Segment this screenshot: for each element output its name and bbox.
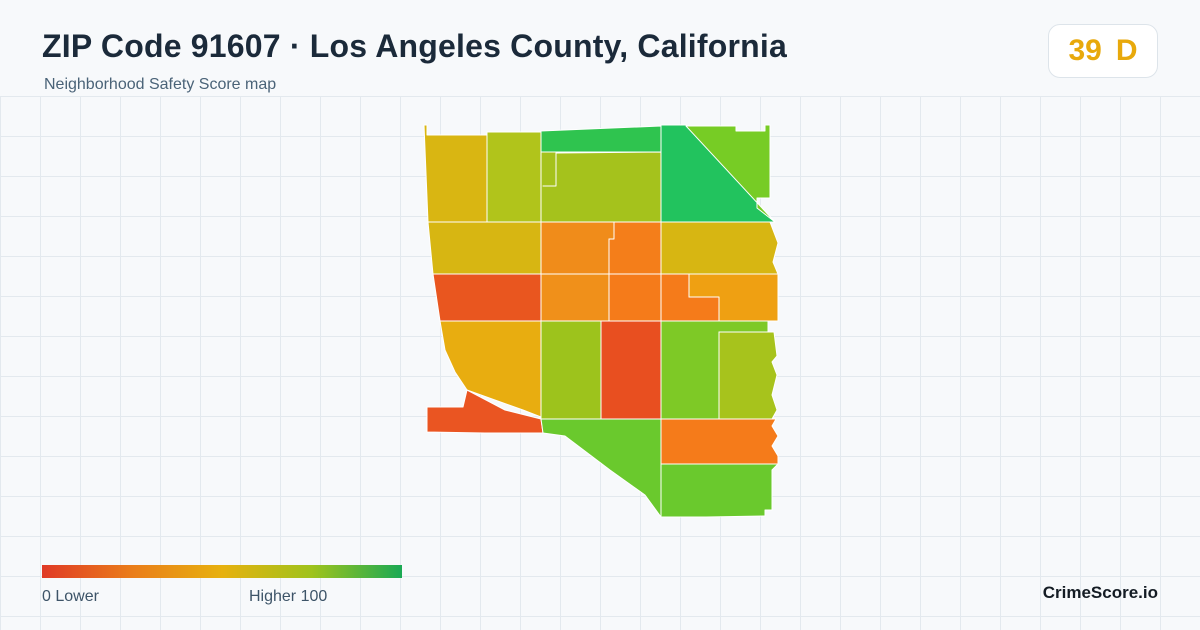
- page-title: ZIP Code 91607 · Los Angeles County, Cal…: [42, 28, 787, 64]
- legend-color-bar: [42, 565, 402, 578]
- map-cell-c-red[interactable]: [600, 320, 662, 420]
- map-cell-se-orange[interactable]: [660, 418, 779, 465]
- page-subtitle: Neighborhood Safety Score map: [44, 76, 277, 93]
- map-cell-c-row3b[interactable]: [608, 273, 662, 322]
- legend-high-label: Higher 100: [249, 588, 328, 605]
- map-cell-c-row2a[interactable]: [540, 221, 615, 275]
- map-cell-c-row4a[interactable]: [540, 320, 602, 420]
- safety-grade: D: [1115, 34, 1138, 67]
- safety-score-value: 39: [1068, 34, 1102, 67]
- map-cell-nw-1[interactable]: [423, 124, 488, 223]
- map-cell-e-row4[interactable]: [718, 331, 778, 420]
- map-cell-nw-2[interactable]: [486, 131, 542, 223]
- legend-low-label: 0 Lower: [42, 588, 99, 605]
- map-cell-n-center[interactable]: [540, 151, 662, 223]
- map-cell-e-row2[interactable]: [660, 221, 779, 275]
- map-cell-c-row2b[interactable]: [608, 221, 662, 275]
- map-cell-se-green[interactable]: [660, 463, 779, 518]
- map-cell-w-red[interactable]: [432, 273, 542, 322]
- map-cell-c-row3a[interactable]: [540, 273, 610, 322]
- score-badge: 39 D: [1048, 24, 1158, 78]
- brand-logo-text[interactable]: CrimeScore.io: [1042, 583, 1158, 602]
- map-cell-ne-lime[interactable]: [685, 124, 776, 223]
- map-cell-w-row2[interactable]: [427, 221, 542, 275]
- map-cell-s-lime[interactable]: [540, 418, 662, 518]
